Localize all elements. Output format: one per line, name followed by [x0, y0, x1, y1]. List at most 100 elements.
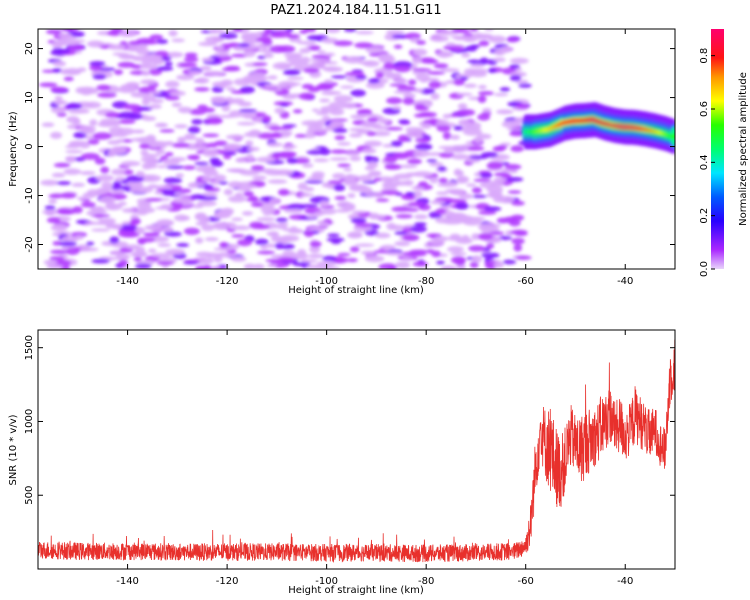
noise-cell — [52, 68, 63, 73]
noise-cell — [140, 153, 160, 158]
noise-cell — [225, 134, 245, 140]
noise-cell — [139, 186, 153, 193]
noise-cell — [156, 261, 175, 266]
noise-cell — [242, 112, 257, 119]
noise-cell — [213, 52, 231, 57]
noise-cell — [456, 175, 470, 184]
noise-cell — [165, 80, 180, 88]
noise-cell — [453, 125, 463, 131]
noise-cell — [430, 93, 440, 100]
noise-cell — [327, 180, 343, 185]
noise-cell — [53, 99, 66, 105]
noise-cell — [434, 119, 449, 126]
noise-cell — [469, 261, 479, 269]
noise-cell — [50, 131, 63, 139]
noise-cell — [469, 29, 479, 32]
noise-cell — [513, 244, 523, 252]
noise-cell — [243, 263, 256, 269]
noise-cell — [202, 149, 219, 157]
noise-cell — [453, 79, 465, 86]
noise-cell — [213, 225, 228, 230]
noise-cell — [499, 87, 511, 92]
noise-cell — [56, 208, 71, 215]
noise-cell — [148, 104, 162, 109]
noise-cell — [322, 66, 338, 71]
noise-cell — [480, 34, 493, 40]
noise-cell — [413, 222, 427, 227]
noise-cell — [488, 192, 504, 199]
noise-cell — [315, 111, 330, 116]
noise-cell — [412, 171, 433, 178]
snr-series-line — [38, 339, 675, 564]
noise-cell — [58, 241, 78, 247]
noise-cell — [297, 40, 317, 45]
noise-cell — [385, 30, 405, 35]
noise-cell — [46, 264, 64, 269]
noise-cell — [405, 32, 421, 40]
noise-cell — [436, 260, 445, 265]
noise-cell — [363, 140, 383, 147]
noise-cell — [196, 200, 217, 207]
noise-cell — [242, 75, 254, 83]
noise-cell — [140, 79, 157, 85]
noise-cell — [156, 219, 175, 227]
noise-cell — [105, 111, 121, 118]
noise-cell — [68, 142, 83, 147]
noise-cell — [50, 249, 69, 255]
noise-cell — [392, 152, 410, 160]
noise-cell — [201, 176, 213, 182]
noise-cell — [337, 163, 351, 168]
noise-cell — [164, 152, 174, 157]
noise-cell — [306, 129, 316, 135]
noise-cell — [172, 197, 192, 204]
noise-cell — [117, 185, 131, 190]
noise-cell — [232, 29, 243, 33]
noise-cell — [250, 202, 264, 208]
colorbar-tick-label: 0.8 — [699, 48, 710, 64]
noise-cell — [252, 62, 268, 67]
noise-cell — [414, 133, 423, 139]
noise-cell — [438, 152, 455, 158]
noise-cell — [87, 138, 100, 145]
noise-cell — [204, 237, 219, 242]
noise-cell — [375, 198, 390, 202]
x-tick-label: -60 — [518, 576, 534, 587]
bottom-y-ticks: 500 1000 1500 — [24, 335, 675, 505]
noise-cell — [136, 48, 150, 55]
noise-cell — [187, 70, 203, 75]
noise-cell — [397, 85, 417, 92]
noise-cell — [234, 192, 244, 198]
noise-cell — [61, 29, 79, 32]
noise-cell — [256, 217, 276, 222]
noise-cell — [495, 145, 508, 150]
noise-cell — [163, 177, 183, 184]
noise-cell — [195, 165, 216, 173]
noise-cell — [63, 76, 74, 82]
noise-cell — [365, 46, 384, 54]
noise-cell — [455, 170, 464, 176]
noise-cell — [288, 61, 308, 67]
noise-cell — [372, 125, 389, 130]
noise-cell — [408, 251, 427, 257]
noise-cell — [177, 106, 193, 114]
noise-cell — [433, 63, 449, 69]
noise-cell — [318, 82, 332, 90]
noise-cell — [245, 197, 260, 202]
noise-cell — [287, 203, 306, 211]
noise-cell — [309, 245, 321, 254]
noise-cell — [452, 191, 465, 196]
noise-cell — [386, 97, 403, 105]
noise-cell — [221, 104, 231, 112]
noise-cell — [171, 185, 183, 191]
noise-cell — [137, 207, 156, 214]
noise-cell — [195, 77, 210, 84]
noise-cell — [52, 60, 67, 67]
noise-cell — [454, 73, 472, 79]
noise-cell — [118, 31, 138, 38]
noise-cell — [56, 112, 67, 117]
x-tick-label: -80 — [418, 276, 434, 287]
noise-cell — [140, 156, 158, 163]
noise-cell — [333, 184, 346, 192]
noise-cell — [465, 216, 486, 221]
noise-cell — [299, 48, 311, 54]
